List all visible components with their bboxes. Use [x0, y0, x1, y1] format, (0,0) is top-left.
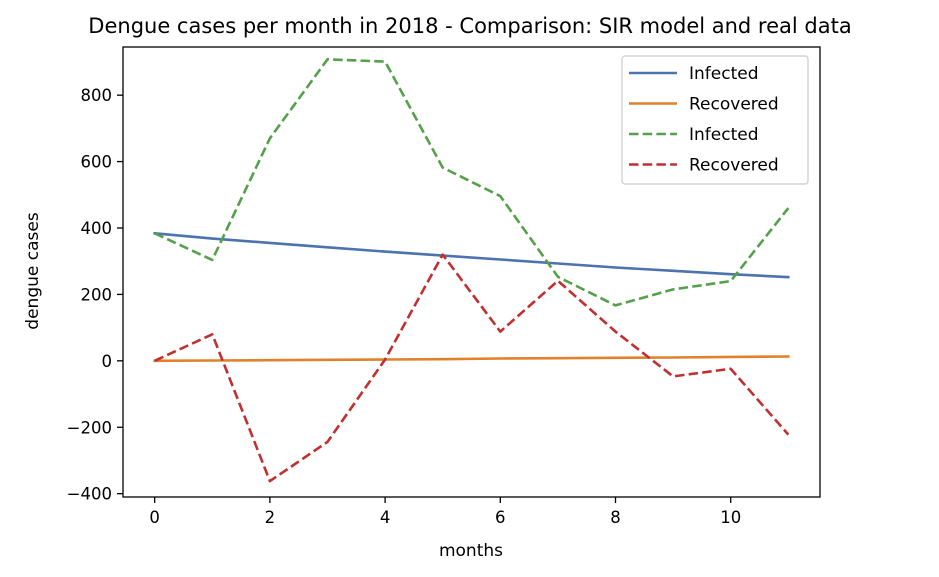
y-tick-label--400: −400	[67, 485, 112, 504]
x-axis-label: months	[439, 541, 503, 561]
y-tick-label-600: 600	[81, 153, 113, 172]
x-tick-label-6: 6	[495, 508, 506, 527]
axes-frame	[122, 46, 821, 498]
x-tick-label-0: 0	[149, 508, 160, 527]
legend: Infected Recovered Infected Recovered	[621, 55, 809, 185]
legend-label-2: Recovered	[689, 95, 779, 115]
axes: 0 2 4 6 8 10 −400 −200 0 200 400 600 800	[67, 46, 821, 527]
y-tick-label-800: 800	[81, 86, 113, 105]
y-axis-label: dengue cases	[23, 212, 43, 330]
x-tick-label-8: 8	[610, 508, 621, 527]
legend-label-3: Infected	[689, 125, 759, 145]
y-tick-label-200: 200	[81, 285, 113, 304]
series-line-2	[153, 355, 790, 363]
x-tick-label-4: 4	[380, 508, 391, 527]
series-line-1	[153, 231, 790, 279]
series-line-3	[154, 57, 790, 307]
series-line-4	[154, 253, 790, 483]
chart-title: Dengue cases per month in 2018 - Compari…	[88, 14, 851, 38]
y-tick-label-0: 0	[102, 352, 113, 371]
legend-box	[621, 55, 809, 185]
legend-label-4: Recovered	[689, 156, 779, 176]
y-tick-label-400: 400	[81, 219, 113, 238]
y-tick-label--200: −200	[67, 418, 112, 437]
x-tick-label-10: 10	[720, 508, 741, 527]
x-tick-label-2: 2	[265, 508, 276, 527]
plot-area	[153, 57, 790, 483]
legend-label-1: Infected	[689, 64, 759, 84]
